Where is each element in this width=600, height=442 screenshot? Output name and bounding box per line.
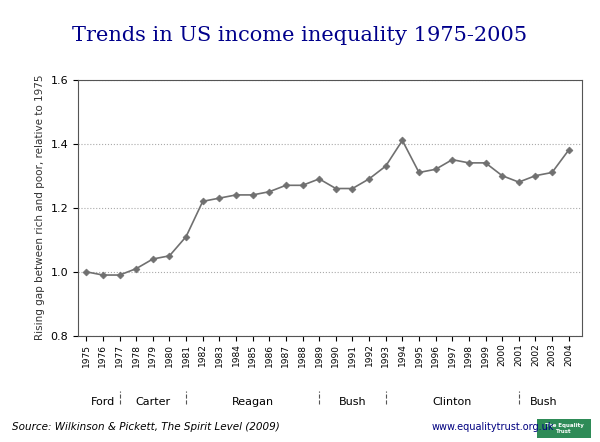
Y-axis label: Rising gap between rich and poor, relative to 1975: Rising gap between rich and poor, relati… [35,75,45,340]
Text: Bush: Bush [338,397,366,407]
Text: Source: Wilkinson & Pickett, The Spirit Level (2009): Source: Wilkinson & Pickett, The Spirit … [12,422,280,432]
Text: Clinton: Clinton [433,397,472,407]
Text: Carter: Carter [135,397,170,407]
Text: www.equalitytrust.org.uk: www.equalitytrust.org.uk [432,422,554,432]
Text: Ford: Ford [91,397,115,407]
Text: The Equality
Trust: The Equality Trust [545,423,583,434]
Text: Reagan: Reagan [232,397,274,407]
Text: Bush: Bush [530,397,557,407]
Text: Trends in US income inequality 1975-2005: Trends in US income inequality 1975-2005 [73,26,527,45]
